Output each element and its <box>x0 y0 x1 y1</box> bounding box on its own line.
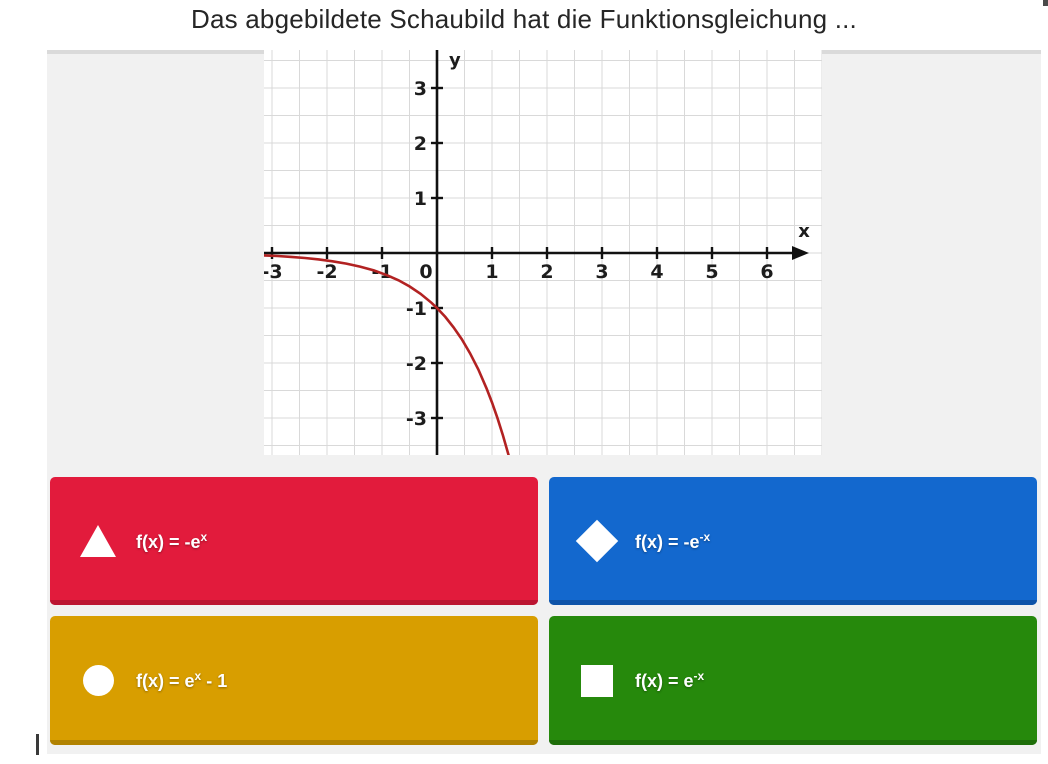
svg-text:-2: -2 <box>316 261 337 283</box>
square-icon <box>575 664 619 697</box>
corner-mark <box>1043 0 1048 6</box>
svg-text:0: 0 <box>419 261 432 283</box>
svg-text:x: x <box>798 221 810 242</box>
svg-text:6: 6 <box>760 261 773 283</box>
svg-text:-3: -3 <box>406 408 427 430</box>
svg-text:-2: -2 <box>406 353 427 375</box>
text-cursor-mark <box>36 734 39 755</box>
svg-text:4: 4 <box>650 261 663 283</box>
card-bottom-edge <box>549 600 1037 605</box>
svg-text:2: 2 <box>414 133 427 155</box>
card-bottom-edge <box>50 740 538 745</box>
answer-formula-yellow: f(x) = ex - 1 <box>136 669 228 691</box>
diamond-icon <box>575 519 619 563</box>
answer-card-green[interactable]: f(x) = e-x <box>549 616 1037 745</box>
circle-icon <box>76 665 120 696</box>
answer-formula-blue: f(x) = -e-x <box>635 529 711 552</box>
svg-text:2: 2 <box>540 261 553 283</box>
graph-svg: -3 -2 -1 0 1 2 3 4 5 6 3 2 1 -1 -2 -3 x y <box>264 50 822 455</box>
answer-card-red[interactable]: f(x) = -ex <box>50 477 538 605</box>
svg-text:1: 1 <box>485 261 498 283</box>
card-bottom-edge <box>50 600 538 605</box>
svg-text:1: 1 <box>414 188 427 210</box>
answer-card-yellow[interactable]: f(x) = ex - 1 <box>50 616 538 745</box>
answer-formula-red: f(x) = -ex <box>136 529 208 552</box>
svg-text:5: 5 <box>705 261 718 283</box>
answer-card-blue[interactable]: f(x) = -e-x <box>549 477 1037 605</box>
function-graph: -3 -2 -1 0 1 2 3 4 5 6 3 2 1 -1 -2 -3 x y <box>264 50 822 455</box>
svg-text:-1: -1 <box>406 298 427 320</box>
svg-text:3: 3 <box>595 261 608 283</box>
svg-text:-3: -3 <box>264 261 283 283</box>
card-bottom-edge <box>549 740 1037 745</box>
answer-formula-green: f(x) = e-x <box>635 669 705 691</box>
svg-text:y: y <box>449 50 461 71</box>
svg-text:-1: -1 <box>371 261 392 283</box>
svg-text:3: 3 <box>414 78 427 100</box>
question-title: Das abgebildete Schaubild hat die Funkti… <box>191 4 857 34</box>
triangle-icon <box>76 525 120 557</box>
